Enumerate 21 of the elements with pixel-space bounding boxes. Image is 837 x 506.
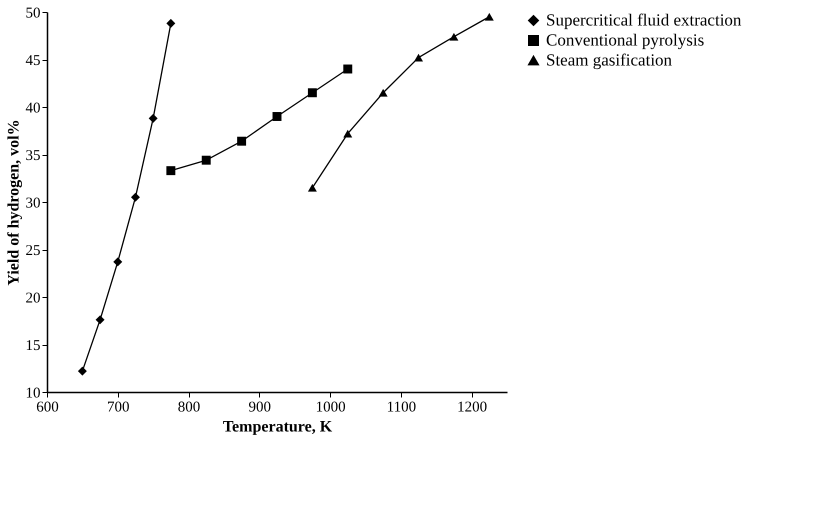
x-tick-label: 1200 xyxy=(457,400,488,416)
legend-label: Supercritical fluid extraction xyxy=(546,10,742,30)
x-tick-label: 600 xyxy=(36,400,59,416)
x-tick-label: 900 xyxy=(248,400,272,416)
y-tick-label: 50 xyxy=(26,6,40,22)
legend-label: Conventional pyrolysis xyxy=(546,30,704,50)
x-tick-label: 700 xyxy=(107,400,130,416)
y-tick-label: 10 xyxy=(26,386,40,402)
y-tick-label: 35 xyxy=(26,148,40,164)
legend-label: Steam gasification xyxy=(546,50,673,70)
y-tick-label: 30 xyxy=(26,196,40,212)
y-tick-label: 40 xyxy=(26,100,40,116)
x-axis-title: Temperature, K xyxy=(222,418,333,436)
x-tick-label: 1000 xyxy=(316,400,346,416)
y-tick-label: 15 xyxy=(26,338,40,354)
y-tick-label: 45 xyxy=(26,53,40,69)
y-axis-title: Yield of hydrogen, vol% xyxy=(6,119,22,286)
x-tick-label: 800 xyxy=(178,400,200,416)
y-tick-label: 20 xyxy=(26,290,40,306)
y-tick-label: 25 xyxy=(26,243,40,259)
x-tick-label: 1100 xyxy=(386,400,416,416)
